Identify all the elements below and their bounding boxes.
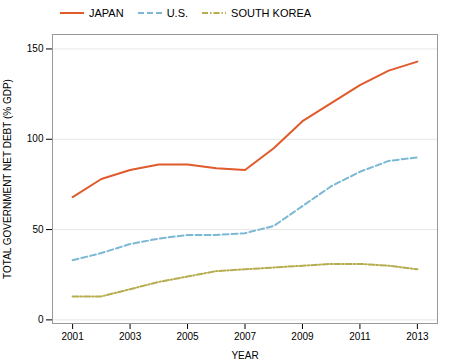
- html-text:JAPAN: JAPAN: [89, 7, 124, 19]
- svg-text:0: 0: [38, 314, 44, 325]
- svg-text:2007: 2007: [234, 331, 257, 342]
- svg-text:2003: 2003: [119, 331, 142, 342]
- svg-text:50: 50: [32, 224, 44, 235]
- svg-text:2013: 2013: [406, 331, 429, 342]
- svg-text:2011: 2011: [349, 331, 371, 342]
- html-text:U.S.: U.S.: [166, 7, 188, 19]
- html-text:SOUTH KOREA: SOUTH KOREA: [231, 7, 312, 19]
- svg-text:2005: 2005: [176, 331, 199, 342]
- svg-text:2009: 2009: [291, 331, 314, 342]
- svg-text:YEAR: YEAR: [231, 350, 258, 361]
- svg-text:2001: 2001: [61, 331, 84, 342]
- svg-text:150: 150: [27, 43, 44, 54]
- svg-text:TOTAL GOVERNMENT NET DEBT (% G: TOTAL GOVERNMENT NET DEBT (% GDP): [2, 79, 13, 279]
- svg-text:100: 100: [27, 133, 44, 144]
